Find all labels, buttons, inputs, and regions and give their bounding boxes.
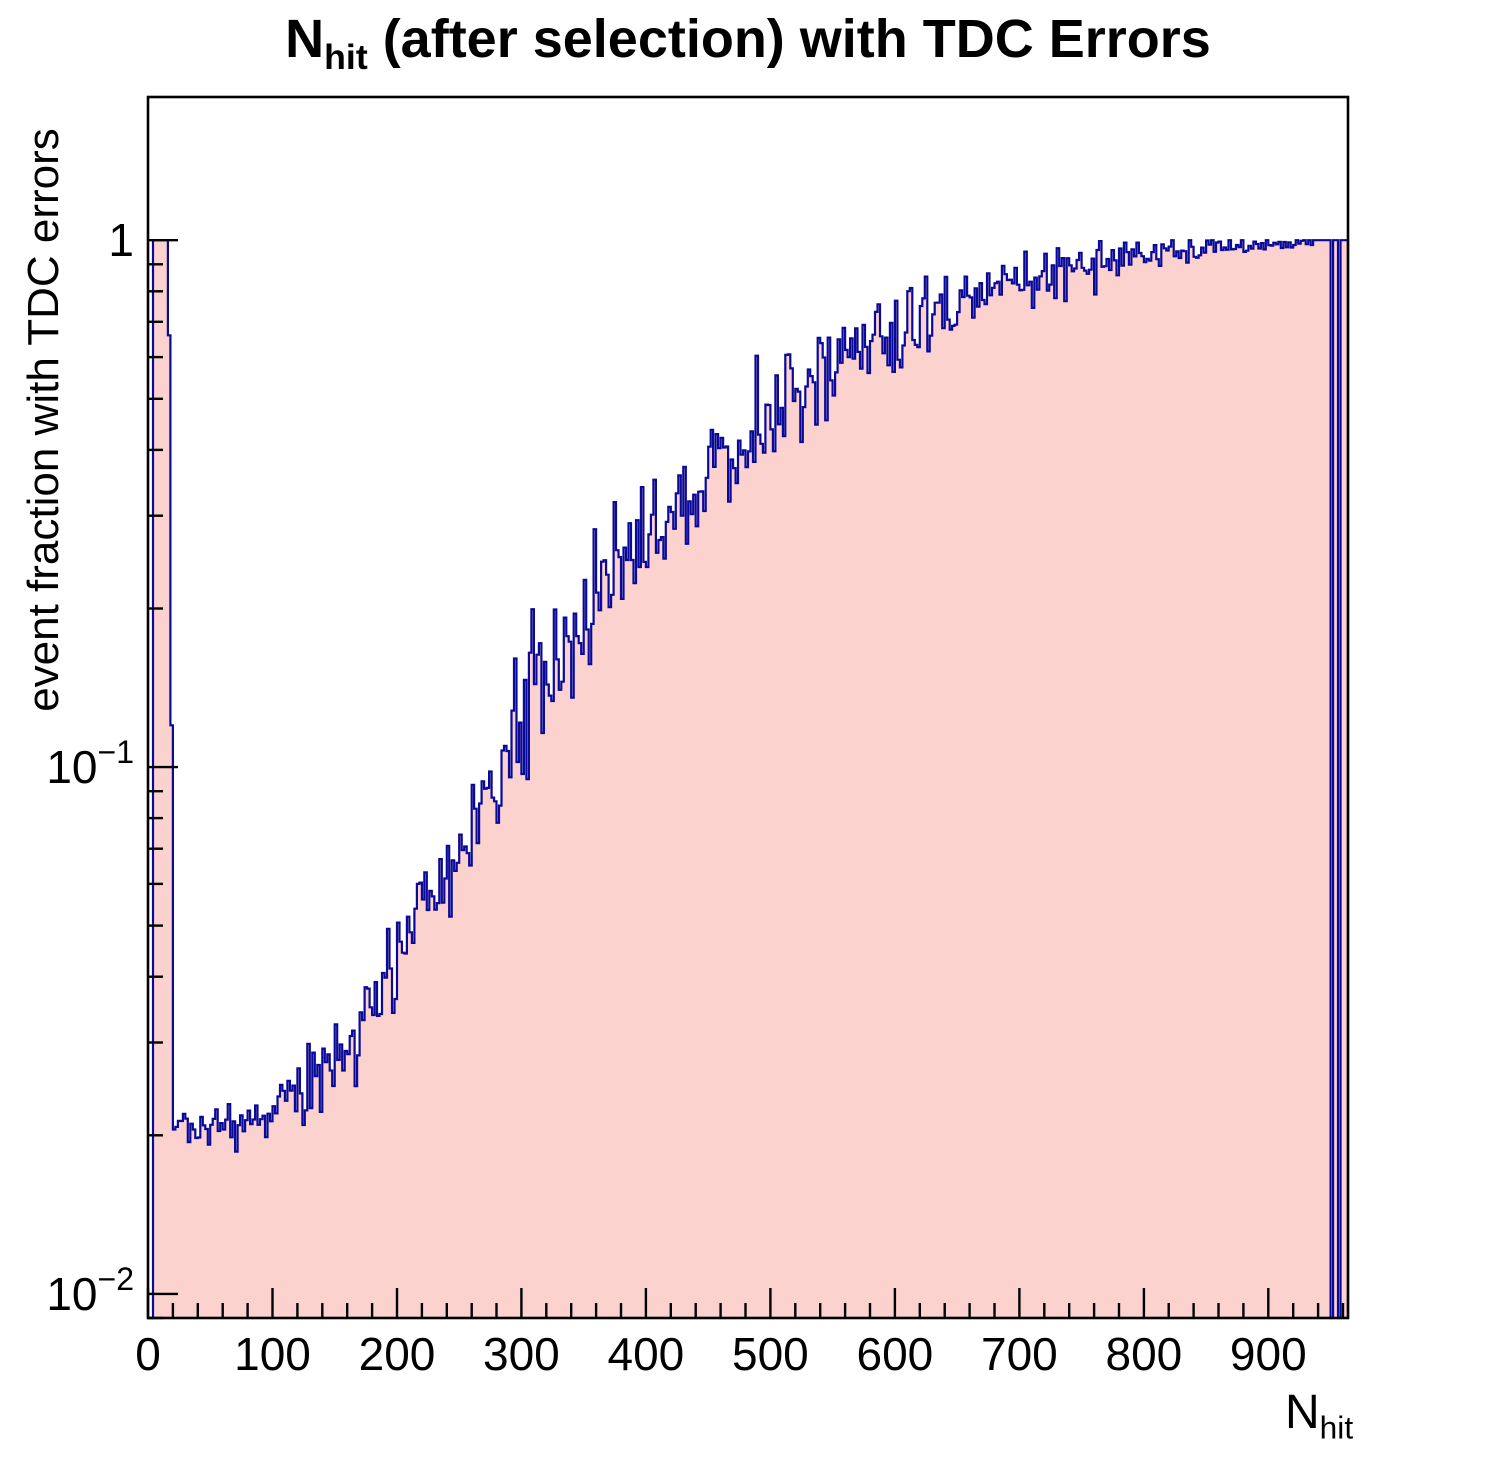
svg-text:0: 0 xyxy=(135,1328,161,1380)
svg-text:10−1: 10−1 xyxy=(46,734,134,793)
x-axis-title: Nhit xyxy=(1285,1385,1353,1447)
svg-text:700: 700 xyxy=(981,1328,1058,1380)
x-axis-title-subscript: hit xyxy=(1319,1409,1354,1446)
svg-text:500: 500 xyxy=(732,1328,809,1380)
y-axis-ticks xyxy=(148,238,178,1320)
svg-text:600: 600 xyxy=(857,1328,934,1380)
svg-text:900: 900 xyxy=(1230,1328,1307,1380)
svg-text:400: 400 xyxy=(608,1328,685,1380)
chart-title: Nhit (after selection) with TDC Errors xyxy=(148,8,1348,78)
y-axis-title: event fraction with TDC errors xyxy=(19,128,68,712)
svg-text:100: 100 xyxy=(234,1328,311,1380)
svg-text:1: 1 xyxy=(108,214,134,266)
chart-title-prefix: N xyxy=(285,9,325,69)
x-axis-ticks xyxy=(146,1288,1345,1318)
svg-text:10−2: 10−2 xyxy=(46,1261,134,1320)
svg-text:800: 800 xyxy=(1106,1328,1183,1380)
histogram-fill xyxy=(148,240,1348,1319)
chart-title-subscript: hit xyxy=(324,36,368,77)
x-axis-tick-labels: 0 100 200 300 400 500 600 700 800 900 xyxy=(135,1328,1306,1380)
svg-text:300: 300 xyxy=(483,1328,560,1380)
chart-title-suffix: (after selection) with TDC Errors xyxy=(367,9,1211,69)
histogram-outline xyxy=(148,239,1350,1320)
x-axis-title-prefix: N xyxy=(1285,1386,1320,1439)
plot-frame xyxy=(146,95,1350,1320)
svg-text:200: 200 xyxy=(359,1328,436,1380)
